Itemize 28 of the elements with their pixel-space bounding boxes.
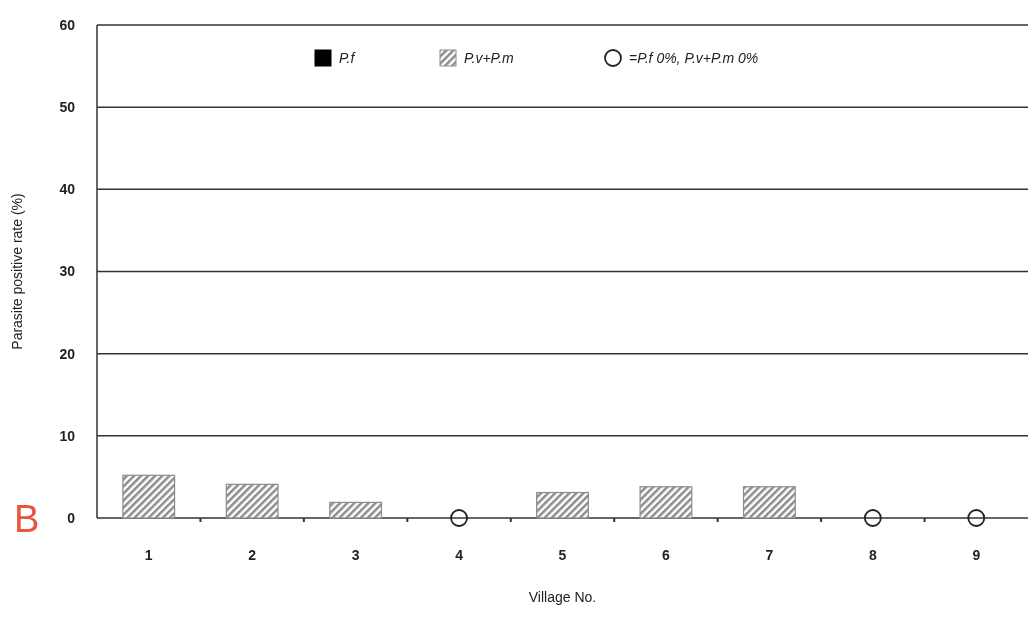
y-tick-label: 40 <box>59 181 76 198</box>
bar <box>225 483 279 519</box>
x-tick-label: 9 <box>972 547 981 563</box>
x-axis-title: Village No. <box>528 589 597 605</box>
x-tick-label: 7 <box>765 547 774 563</box>
bar <box>536 491 589 519</box>
y-tick-label: 30 <box>59 263 76 280</box>
y-tick-label: 60 <box>59 16 76 33</box>
x-tick-label: 1 <box>144 547 153 563</box>
bar <box>639 486 693 519</box>
y-tick-label: 50 <box>59 99 76 116</box>
x-tick-label: 3 <box>351 547 360 563</box>
bar <box>122 474 176 519</box>
x-tick-label: 8 <box>868 547 877 563</box>
legend-label: P.v+P.m <box>464 49 515 66</box>
bar <box>329 501 383 519</box>
y-tick-label: 0 <box>67 509 76 526</box>
y-tick-label: 10 <box>59 427 76 444</box>
x-tick-label: 6 <box>662 547 671 563</box>
text: B <box>14 498 40 540</box>
bar <box>742 486 796 519</box>
legend-label: P.f <box>339 49 357 66</box>
legend-label: =P.f 0%, P.v+P.m 0% <box>629 49 759 66</box>
x-tick-label: 4 <box>455 547 464 563</box>
x-tick-label: 2 <box>248 547 257 563</box>
y-axis-title: Parasite positive rate (%) <box>9 193 25 350</box>
y-tick-label: 20 <box>59 345 76 362</box>
x-tick-label: 5 <box>558 547 567 563</box>
